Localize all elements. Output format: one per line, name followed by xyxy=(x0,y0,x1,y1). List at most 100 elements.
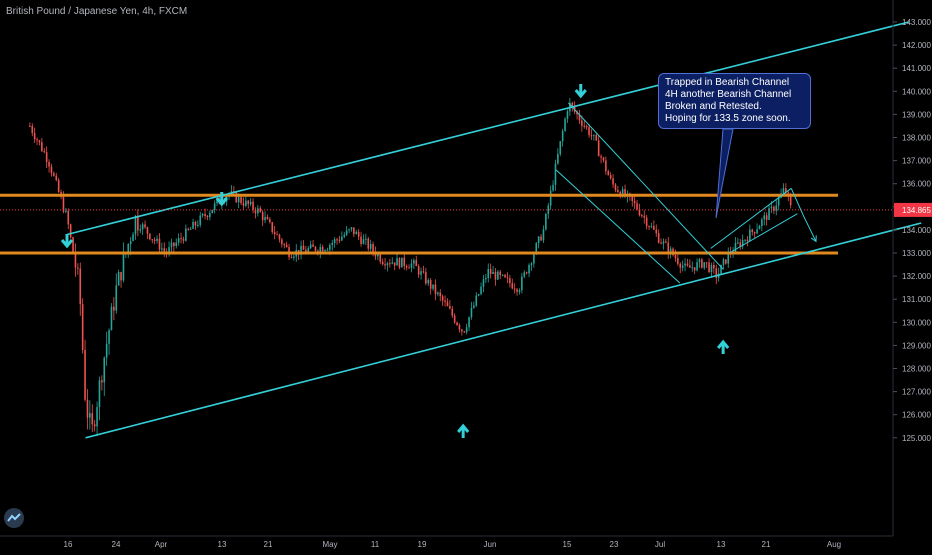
candle-body xyxy=(609,175,612,179)
candle-body xyxy=(101,380,103,383)
candle-body xyxy=(108,330,110,344)
candle-body xyxy=(132,234,134,242)
candle-body xyxy=(201,214,204,216)
candle-body xyxy=(74,252,77,268)
candle-body xyxy=(722,259,725,265)
candle-body xyxy=(365,238,367,240)
candle-body xyxy=(533,254,535,264)
candle-body xyxy=(403,257,406,266)
candle-body xyxy=(653,226,655,230)
ascending-channel-lower-line xyxy=(85,222,922,439)
candle-body xyxy=(633,201,636,204)
candle-body xyxy=(427,280,430,284)
candle-body xyxy=(434,284,437,295)
candle-body xyxy=(242,203,245,206)
candle-body xyxy=(597,140,600,157)
candle-body xyxy=(278,234,281,240)
candle-body xyxy=(329,245,331,250)
candle-body xyxy=(660,242,662,244)
annotation-line-4: Hoping for 133.5 zone soon. xyxy=(665,113,791,124)
arrow-down-icon xyxy=(215,192,228,207)
candle-body xyxy=(523,272,526,277)
rising-wedge-upper-line xyxy=(710,187,792,249)
candle-body xyxy=(281,239,283,245)
candle-body xyxy=(206,216,209,218)
candle-body xyxy=(350,227,353,230)
candle-body xyxy=(259,208,262,213)
candle-body xyxy=(437,292,439,295)
candle-body xyxy=(744,239,746,241)
candle-body xyxy=(271,222,274,233)
candle-body xyxy=(249,201,252,205)
price-tick-label: 133.000 xyxy=(902,249,931,258)
price-tick-label: 128.000 xyxy=(902,365,931,374)
arrow-head xyxy=(457,423,470,433)
candle-body xyxy=(386,263,389,266)
candle-body xyxy=(86,399,89,418)
tradingview-logo-icon[interactable] xyxy=(4,508,24,528)
candle-body xyxy=(770,206,773,209)
candle-body xyxy=(489,269,492,274)
candle-body xyxy=(57,179,60,192)
candle-body xyxy=(389,263,391,265)
candle-body xyxy=(643,215,646,218)
price-tick-label: 143.000 xyxy=(902,18,931,27)
time-tick-label: 21 xyxy=(264,540,273,549)
candle-body xyxy=(588,127,590,136)
time-tick-label: 16 xyxy=(64,540,73,549)
candle-body xyxy=(669,248,672,254)
candle-body xyxy=(595,134,598,141)
candle-body xyxy=(182,239,185,241)
ascending-channel-upper-line xyxy=(66,21,910,236)
candle-body xyxy=(585,126,588,128)
time-tick-label: 11 xyxy=(371,540,380,549)
candle-body xyxy=(429,280,432,289)
candle-body xyxy=(525,272,528,274)
candle-body xyxy=(216,199,218,204)
candle-body xyxy=(393,262,396,266)
candle-body xyxy=(321,246,324,252)
candle-body xyxy=(161,248,163,250)
candle-body xyxy=(463,331,466,333)
candle-body xyxy=(283,244,286,246)
candle-body xyxy=(581,120,583,126)
candle-body xyxy=(756,229,758,234)
candle-body xyxy=(113,306,115,311)
candle-body xyxy=(381,261,384,265)
candle-body xyxy=(141,224,144,230)
annotation-callout[interactable]: Trapped in Bearish Channel 4H another Be… xyxy=(658,73,811,129)
candle-body xyxy=(105,343,108,358)
candle-body xyxy=(662,241,665,244)
candle-body xyxy=(338,239,341,241)
candle-body xyxy=(458,325,461,330)
projection-path xyxy=(790,188,817,242)
candle-body xyxy=(146,227,149,234)
candle-body xyxy=(134,215,137,235)
time-tick-label: Apr xyxy=(155,540,168,549)
candle-body xyxy=(43,151,46,153)
candle-body xyxy=(576,111,578,115)
price-tick-label: 127.000 xyxy=(902,388,931,397)
candle-body xyxy=(453,315,456,323)
candle-body xyxy=(773,206,775,211)
candle-body xyxy=(353,227,355,235)
time-tick-label: 24 xyxy=(112,540,121,549)
candle-body xyxy=(247,200,250,205)
time-tick-label: Jul xyxy=(655,540,665,549)
candle-body xyxy=(362,239,365,244)
candle-body xyxy=(686,263,689,266)
candle-body xyxy=(115,285,118,311)
candle-body xyxy=(137,215,139,231)
candle-body xyxy=(681,265,684,268)
time-tick-label: May xyxy=(322,540,337,549)
candle-body xyxy=(751,229,754,232)
candle-body xyxy=(264,217,266,221)
candle-body xyxy=(391,262,394,264)
candle-body xyxy=(120,272,122,281)
candle-body xyxy=(708,262,710,272)
candle-body xyxy=(631,196,634,202)
candle-body xyxy=(170,242,173,248)
